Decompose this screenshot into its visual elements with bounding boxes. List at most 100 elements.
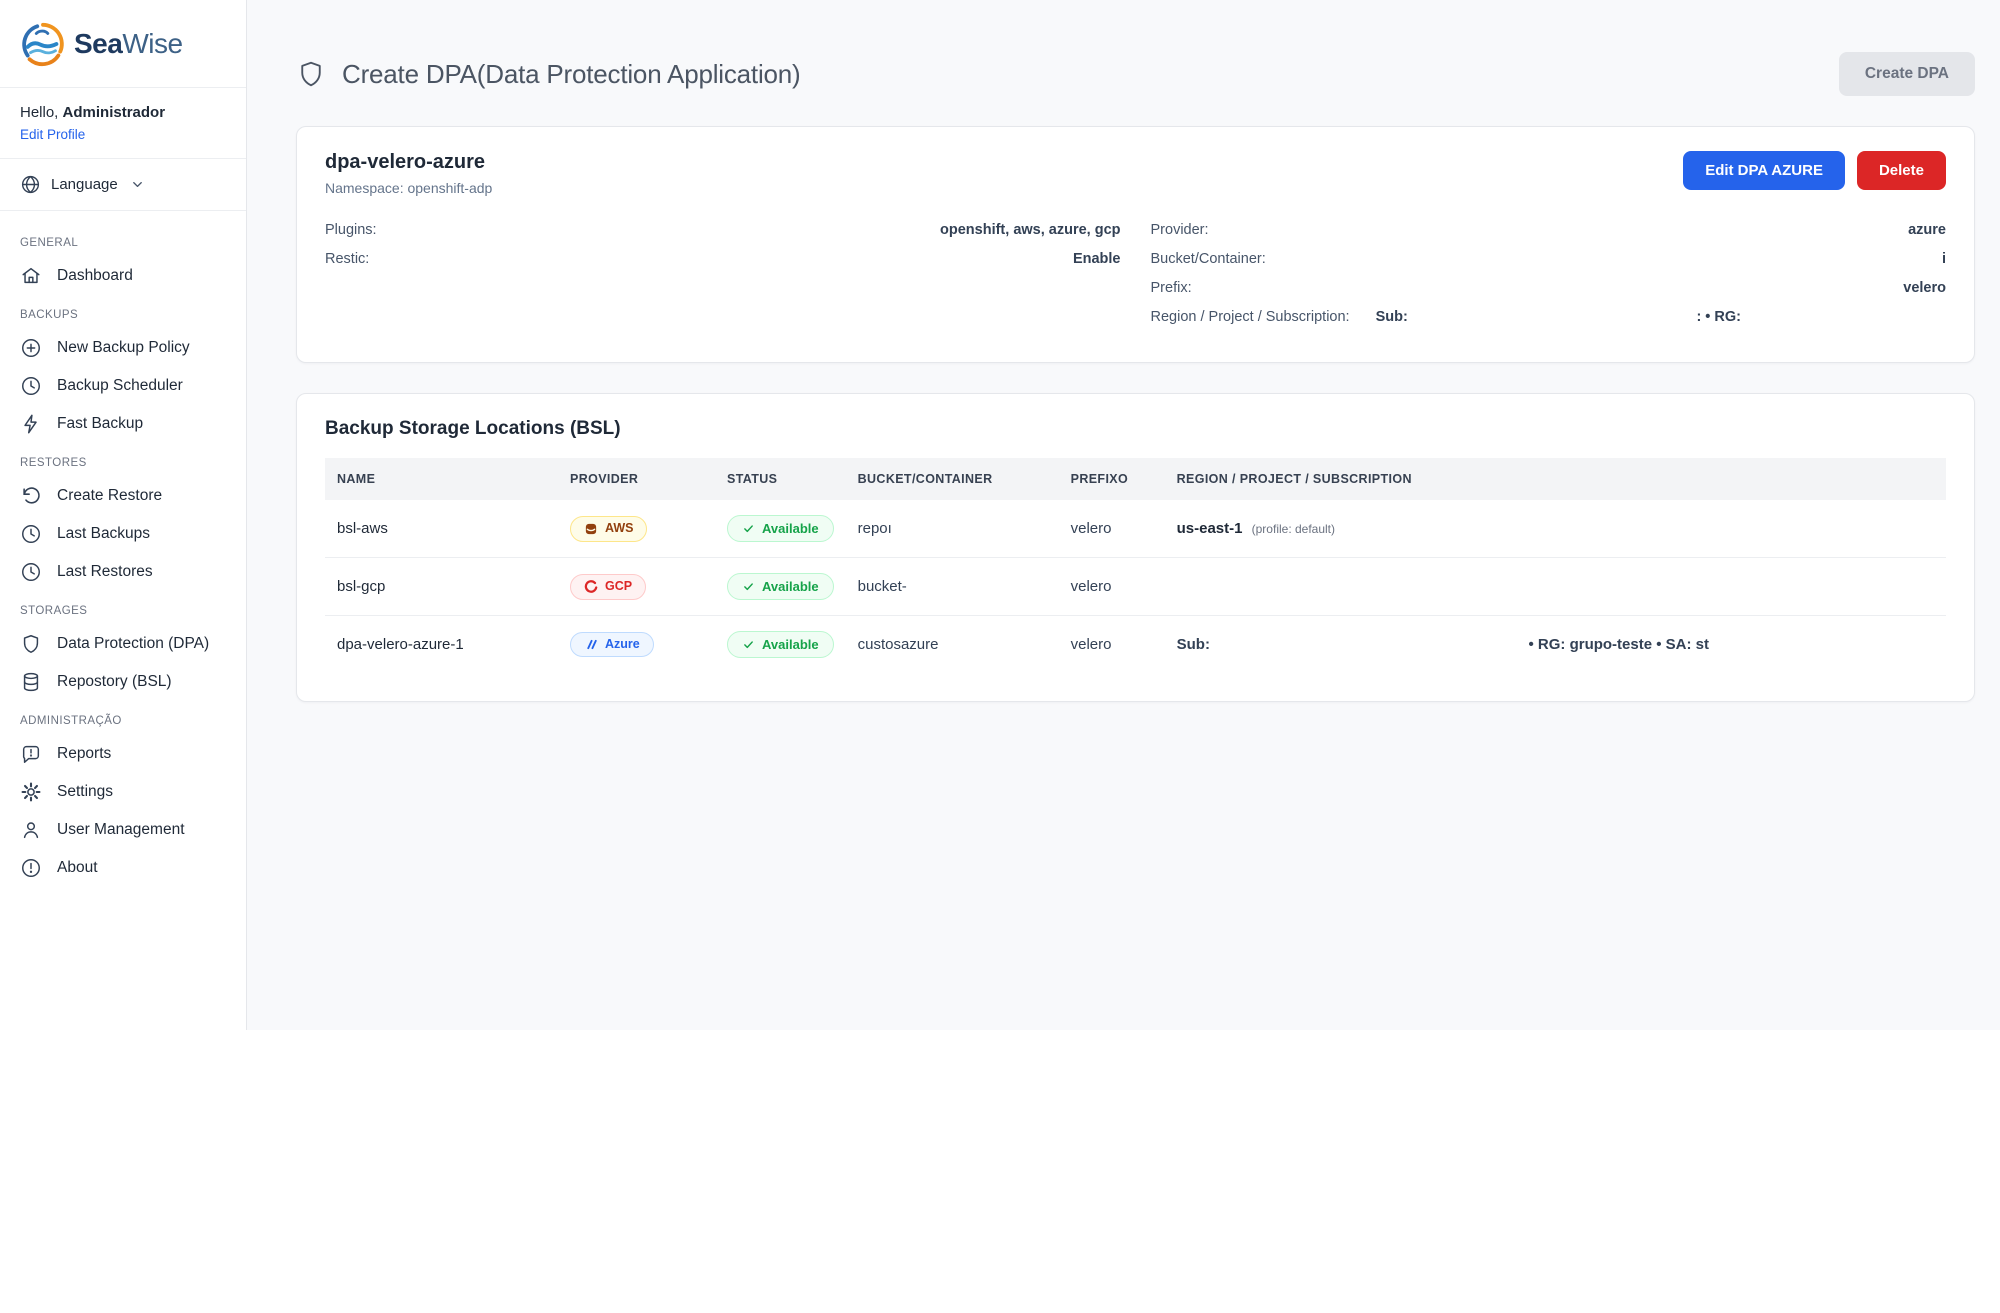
clock-icon [20,523,42,545]
greeting-prefix: Hello, [20,104,59,121]
plugins-value: openshift, aws, azure, gcp [940,222,1121,238]
sidebar-item-label: User Management [57,821,185,838]
section-label-backups: BACKUPS [20,309,79,321]
status-badge: Available [727,573,834,600]
sidebar-item-fast-backup[interactable]: Fast Backup [20,407,226,441]
sidebar-item-user-management[interactable]: User Management [20,813,226,847]
brand-logo[interactable]: SeaWise [0,0,246,88]
lightning-icon [20,413,42,435]
bsl-name: dpa-velero-azure-1 [337,636,464,653]
bsl-name: bsl-aws [325,500,558,558]
edit-dpa-button[interactable]: Edit DPA AZURE [1683,151,1845,190]
dpa-namespace: Namespace: openshift-adp [325,180,493,196]
sidebar-item-reports[interactable]: Reports [20,737,226,771]
report-bubble-icon [20,743,42,765]
bsl-table: NAME PROVIDER STATUS BUCKET/CONTAINER PR… [325,458,1946,673]
clock-icon [20,375,42,397]
provider-badge-gcp: GCP [570,573,647,600]
provider-badge-azure: Azure [570,632,654,657]
detail-region: Region / Project / Subscription: Sub: : … [1151,305,1947,334]
restic-value: Enable [1072,251,1121,267]
globe-icon [21,175,40,194]
prefix-label: Prefix: [1150,280,1192,296]
detail-prefix: Prefix: velero [1151,276,1947,305]
page-header: Create DPA(Data Protection Application) … [296,52,1975,96]
sidebar-item-label: Repostory (BSL) [57,673,172,690]
provider-badge-label: GCP [605,579,633,594]
table-row: bsl-gcp GCP Available [325,557,1946,616]
plus-circle-icon [20,337,42,359]
sidebar-item-label: Settings [57,783,114,800]
user-greeting-block: Hello, Administrador Edit Profile [0,88,246,159]
gear-icon [20,781,42,803]
dpa-name: dpa-velero-azure [325,151,486,173]
provider-value: azure [1908,222,1946,238]
sidebar-item-new-backup-policy[interactable]: New Backup Policy [20,331,226,365]
chevron-down-icon [132,182,142,187]
create-dpa-button[interactable]: Create DPA [1838,52,1975,96]
region-sub-label: Sub: [1176,636,1210,653]
sidebar-item-repostory-bsl[interactable]: Repostory (BSL) [20,665,226,699]
sidebar-item-data-protection-dpa[interactable]: Data Protection (DPA) [20,627,226,661]
sidebar-item-label: Reports [57,745,112,762]
greeting-username: Administrador [62,104,166,121]
shield-icon [301,61,321,87]
sidebar-item-label: Last Backups [57,525,151,542]
main-content: Create DPA(Data Protection Application) … [247,0,2000,1030]
user-greeting: Hello, Administrador [20,104,226,121]
check-icon [744,583,753,591]
language-selector[interactable]: Language [0,159,246,211]
bsl-bucket: repoı [845,500,1059,558]
sidebar-item-backup-scheduler[interactable]: Backup Scheduler [20,369,226,403]
plugins-label: Plugins: [325,222,377,238]
column-header-region: REGION / PROJECT / SUBSCRIPTION [1164,458,1946,500]
sidebar-item-create-restore[interactable]: Create Restore [20,479,226,513]
app-window: SeaWise Hello, Administrador Edit Profil… [0,0,2000,1030]
column-header-provider: PROVIDER [558,458,715,500]
provider-label: Provider: [1150,222,1209,238]
region-name: us-east-1 [1176,520,1243,537]
sidebar: SeaWise Hello, Administrador Edit Profil… [0,0,247,1030]
bucket-value: i [1941,251,1946,267]
column-header-prefix: PREFIXO [1058,458,1165,500]
column-header-status: STATUS [715,458,846,500]
database-icon [20,671,42,693]
region-sub-label: Sub: [1375,309,1408,325]
region-rg-sa: • RG: grupo-teste • SA: st [1528,636,1709,653]
sidebar-item-dashboard[interactable]: Dashboard [20,259,226,293]
detail-restic: Restic: Enable [325,247,1121,276]
sidebar-item-label: Dashboard [57,267,133,284]
edit-profile-link[interactable]: Edit Profile [20,127,86,142]
region-value: : • RG: [1696,309,1741,325]
bsl-table-header-row: NAME PROVIDER STATUS BUCKET/CONTAINER PR… [325,458,1946,500]
delete-dpa-button[interactable]: Delete [1856,151,1946,190]
bsl-prefix: velero [1058,500,1165,558]
check-icon [744,525,753,533]
dpa-summary-card: dpa-velero-azure Namespace: openshift-ad… [296,126,1975,363]
sidebar-item-settings[interactable]: Settings [20,775,226,809]
bsl-prefix: velero [1070,636,1112,653]
sidebar-item-about[interactable]: About [20,851,226,885]
sidebar-item-label: About [57,859,98,876]
bsl-region-cell: us-east-1 (profile: default) [1164,500,1946,558]
bucket-label: Bucket/Container: [1150,251,1266,267]
section-label-storages: STORAGES [20,605,88,617]
sidebar-item-last-restores[interactable]: Last Restores [20,555,226,589]
restic-label: Restic: [325,251,370,267]
status-badge: Available [727,515,834,542]
bsl-region-cell: Sub: • RG: grupo-teste • SA: st [1165,616,1946,674]
brand-wise: Wise [122,27,183,59]
bsl-bucket: custosazure [857,636,939,653]
column-header-bucket: BUCKET/CONTAINER [845,458,1059,500]
detail-bucket: Bucket/Container: i [1151,247,1947,276]
dpa-details: Plugins: openshift, aws, azure, gcp Rest… [325,218,1946,334]
clock-icon [20,561,42,583]
home-icon [20,265,42,287]
table-row: dpa-velero-azure-1 Azure Available [325,616,1946,674]
detail-plugins: Plugins: openshift, aws, azure, gcp [325,218,1121,247]
sidebar-item-last-backups[interactable]: Last Backups [20,517,226,551]
region-profile-note: (profile: default) [1251,522,1336,536]
brand-sea: Sea [74,27,123,59]
seawise-logo-icon [22,22,64,66]
shield-icon [20,633,42,655]
